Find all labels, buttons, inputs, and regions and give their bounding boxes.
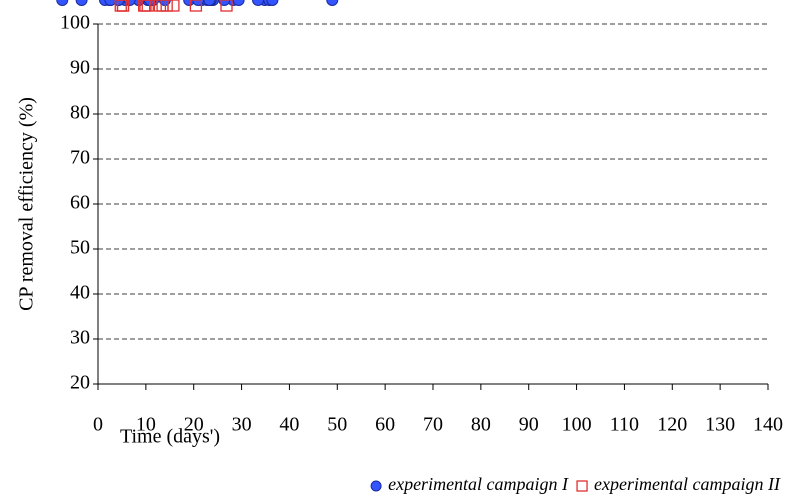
- x-tick-label: 90: [519, 414, 539, 436]
- x-tick-label: 130: [705, 414, 735, 436]
- x-tick-label: 50: [327, 414, 347, 436]
- legend-marker: [576, 480, 588, 492]
- point: [104, 0, 117, 6]
- x-tick-label: 20: [184, 414, 204, 436]
- point: [266, 0, 279, 6]
- x-tick-label: 70: [423, 414, 443, 436]
- point: [153, 0, 167, 12]
- point: [167, 0, 180, 12]
- point: [56, 0, 69, 6]
- y-tick-label: 20: [70, 372, 90, 394]
- x-tick-label: 140: [753, 414, 783, 436]
- point: [123, 0, 136, 6]
- x-tick-label: 60: [375, 414, 395, 436]
- legend-label: experimental campaign II: [594, 474, 781, 494]
- point: [183, 0, 196, 6]
- point: [252, 0, 264, 6]
- y-tick-label: 30: [70, 327, 90, 349]
- x-tick-label: 110: [610, 414, 639, 436]
- point: [141, 0, 154, 12]
- x-tick-label: 120: [657, 414, 687, 436]
- point: [116, 0, 130, 12]
- legend-marker: [370, 480, 382, 492]
- point: [203, 0, 216, 6]
- x-tick-label: 30: [232, 414, 252, 436]
- x-tick-label: 0: [93, 414, 103, 436]
- point: [75, 0, 88, 6]
- x-axis-label: Time (days'): [120, 426, 220, 448]
- legend-label: experimental campaign I: [388, 474, 569, 494]
- point: [160, 0, 173, 12]
- point: [220, 0, 233, 12]
- y-tick-label: 80: [70, 102, 90, 124]
- y-tick-label: 60: [70, 192, 90, 214]
- x-tick-label: 100: [562, 414, 592, 436]
- point: [232, 0, 245, 6]
- x-tick-label: 10: [136, 414, 156, 436]
- x-tick-label: 80: [471, 414, 491, 436]
- y-axis-label: CP removal efficiency (%): [16, 97, 38, 311]
- y-tick-label: 100: [60, 12, 90, 34]
- y-tick-label: 70: [70, 147, 90, 169]
- y-tick-label: 90: [70, 57, 90, 79]
- point: [326, 0, 339, 6]
- point: [189, 0, 203, 12]
- y-tick-label: 40: [70, 282, 90, 304]
- x-tick-label: 40: [279, 414, 299, 436]
- y-tick-label: 50: [70, 237, 90, 259]
